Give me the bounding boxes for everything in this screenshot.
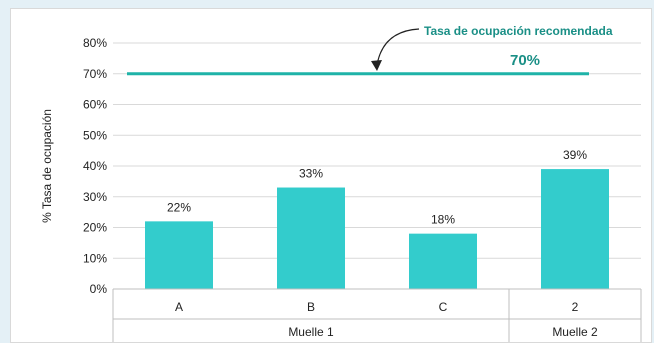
data-label: 39% <box>563 148 587 162</box>
y-tick-label: 80% <box>83 36 107 50</box>
reference-annotation: Tasa de ocupación recomendada <box>424 24 613 38</box>
x-tick-label: 2 <box>572 300 579 314</box>
x-tick-label: A <box>175 300 183 314</box>
x-tick-label: B <box>307 300 315 314</box>
bar-chart: 0% 10% 20% 30% 40% 50% 60% 70% 80% % Tasa de ocup… <box>40 24 642 342</box>
data-label: 33% <box>299 167 323 181</box>
y-tick-label: 60% <box>83 98 107 112</box>
group-label: Muelle 2 <box>552 325 598 339</box>
y-tick-label: 40% <box>83 159 107 173</box>
y-tick-label: 20% <box>83 221 107 235</box>
y-tick-label: 70% <box>83 67 107 81</box>
bar <box>541 169 609 289</box>
y-tick-label: 50% <box>83 128 107 142</box>
chart-frame: 0% 10% 20% 30% 40% 50% 60% 70% 80% % Tasa de ocup… <box>10 8 652 343</box>
y-tick-label: 10% <box>83 251 107 265</box>
data-label: 22% <box>167 200 191 214</box>
annotation-arrowhead <box>371 60 382 71</box>
y-axis-title: % Tasa de ocupación <box>40 109 54 223</box>
y-tick-label: 30% <box>83 190 107 204</box>
bar <box>409 233 477 289</box>
reference-annotation-value: 70% <box>510 52 540 69</box>
bar <box>277 187 345 289</box>
group-label: Muelle 1 <box>288 325 334 339</box>
data-label: 18% <box>431 213 455 227</box>
x-tick-label: C <box>439 300 448 314</box>
annotation-arrow <box>376 28 420 66</box>
y-tick-label: 0% <box>90 282 108 296</box>
bar <box>145 221 213 289</box>
